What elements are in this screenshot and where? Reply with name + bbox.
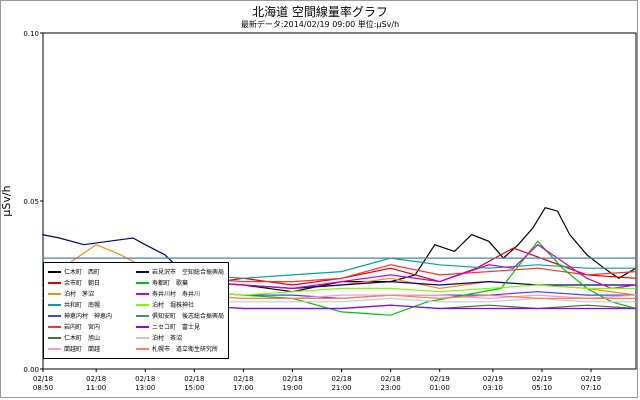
axis-layer: 0.00 0.05 0.10 02/18 08:50 02/18 11:00 02/18 13:… xyxy=(23,30,601,392)
x-tick-label: 02/19 01:00 xyxy=(430,375,450,392)
legend-item: 岩内町 宮内 xyxy=(48,321,112,332)
legend-item: 岩見沢市 空知総合振興局 xyxy=(136,266,224,277)
legend-swatch xyxy=(48,303,61,306)
x-tick-label: 02/19 07:10 xyxy=(581,375,601,392)
legend-item: 泊村 茅沼 xyxy=(48,288,112,299)
legend-swatch xyxy=(48,292,61,295)
legend-item: 札幌市 道立衛生研究所 xyxy=(136,343,224,354)
legend-label: 寿井川村 寿井川 xyxy=(152,291,201,298)
legend-swatch xyxy=(136,325,149,328)
legend-swatch xyxy=(136,314,149,317)
legend-label: 余市町 朝日 xyxy=(64,280,101,287)
legend-item: 寿井川村 寿井川 xyxy=(136,288,224,299)
legend-swatch xyxy=(136,281,149,284)
legend-swatch xyxy=(136,336,149,339)
legend-item: 寿都町 歌棄 xyxy=(136,277,224,288)
legend-label: ニセコ町 富士見 xyxy=(152,324,201,331)
legend-swatch xyxy=(48,347,61,350)
x-tick-label: 02/18 13:00 xyxy=(135,375,155,392)
x-tick-label: 02/18 15:00 xyxy=(184,375,204,392)
legend-swatch xyxy=(48,270,61,273)
legend-column-right: 岩見沢市 空知総合振興局 寿都町 歌棄寿井川村 寿井川 泊村 堀株神社俱知安町 後志… xyxy=(136,266,224,354)
legend-item: ニセコ町 富士見 xyxy=(136,321,224,332)
legend-swatch xyxy=(136,347,149,350)
legend-swatch xyxy=(136,270,149,273)
x-tick-label: 02/18 11:00 xyxy=(86,375,106,392)
legend-label: 蘭越町 蘭越 xyxy=(64,346,101,353)
legend-label: 岩見沢市 空知総合振興局 xyxy=(152,269,225,276)
legend-swatch xyxy=(48,281,61,284)
chart-subtitle: 最新データ:2014/02/19 09:00 単位:μSv/h xyxy=(240,20,400,29)
y-axis-label: μSv/h xyxy=(0,185,13,216)
x-tick-label: 02/18 23:00 xyxy=(381,375,401,392)
legend-label: 泊村 堀株神社 xyxy=(152,302,195,309)
legend-item: 神恵内村 神恵内 xyxy=(48,310,112,321)
x-tick-label: 02/18 21:00 xyxy=(331,375,351,392)
x-tick-label: 02/18 19:00 xyxy=(282,375,302,392)
legend-item: 共和町 南幌 xyxy=(48,299,112,310)
legend-label: 俱知安町 後志総合振興局 xyxy=(152,313,225,320)
legend-swatch xyxy=(136,292,149,295)
x-tick-label: 02/18 17:00 xyxy=(233,375,253,392)
legend-swatch xyxy=(136,303,149,306)
legend-label: 神恵内村 神恵内 xyxy=(64,313,113,320)
legend-label: 仁木町 西町 xyxy=(64,269,101,276)
legend-label: 岩内町 宮内 xyxy=(64,324,101,331)
y-tick-label: 0.05 xyxy=(23,198,39,206)
legend-column-left: 仁木町 西町 余市町 朝日 泊村 茅沼共和町 南幌神恵内村 神恵内 岩内町 宮内 仁木町… xyxy=(48,266,112,354)
legend-swatch xyxy=(48,336,61,339)
x-tick-label: 02/19 03:10 xyxy=(483,375,503,392)
x-tick-label: 02/19 05:10 xyxy=(532,375,552,392)
legend-swatch xyxy=(48,314,61,317)
x-tick-label: 02/18 08:50 xyxy=(33,375,53,392)
legend-item: 泊村 茶沼 xyxy=(136,332,224,343)
legend-label: 札幌市 道立衛生研究所 xyxy=(152,346,219,353)
legend-item: 蘭越町 蘭越 xyxy=(48,343,112,354)
legend-item: 仁木町 西町 xyxy=(48,266,112,277)
legend-label: 寿都町 歌棄 xyxy=(152,280,189,287)
legend-item: 俱知安町 後志総合振興局 xyxy=(136,310,224,321)
legend-label: 泊村 茶沼 xyxy=(152,335,183,342)
legend-label: 泊村 茅沼 xyxy=(64,291,95,298)
legend-item: 泊村 堀株神社 xyxy=(136,299,224,310)
y-tick-label: 0.00 xyxy=(23,366,39,374)
legend-item: 仁木町 旭山 xyxy=(48,332,112,343)
chart-title: 北海道 空間線量率グラフ xyxy=(252,5,388,19)
legend-label: 仁木町 旭山 xyxy=(64,335,101,342)
legend-swatch xyxy=(48,325,61,328)
legend-item: 余市町 朝日 xyxy=(48,277,112,288)
legend-label: 共和町 南幌 xyxy=(64,302,101,309)
y-tick-label: 0.10 xyxy=(23,30,39,38)
legend: 仁木町 西町 余市町 朝日 泊村 茅沼共和町 南幌神恵内村 神恵内 岩内町 宮内 仁木町… xyxy=(43,262,229,359)
